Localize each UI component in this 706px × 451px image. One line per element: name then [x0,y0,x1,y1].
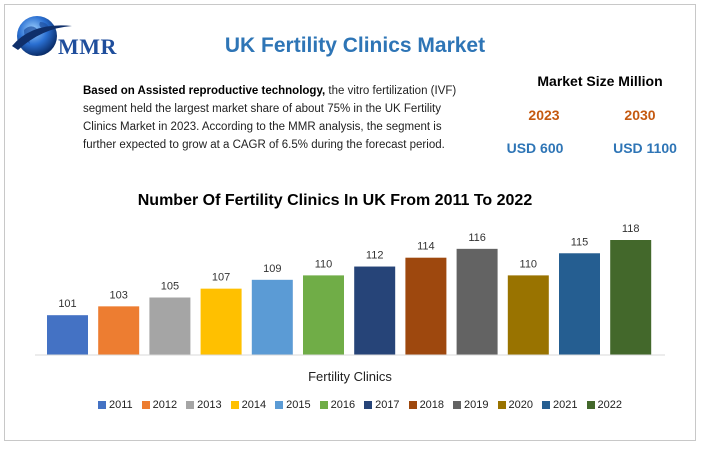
legend-label: 2021 [553,399,578,411]
bar-2016 [303,275,344,355]
legend-swatch [141,401,150,409]
legend-label: 2019 [464,399,489,411]
market-size-year-2030: 2030 [624,107,656,123]
legend-swatch [453,401,462,409]
market-size-year-2023: 2023 [528,107,560,123]
legend-item-2021: 2021 [542,399,578,411]
legend-label: 2011 [109,399,133,411]
legend-item-2018: 2018 [408,399,445,411]
data-label-2020: 110 [520,258,538,270]
legend-item-2012: 2012 [141,399,178,411]
legend-label: 2015 [286,399,311,411]
bar-2014 [200,288,242,355]
data-label-2019: 116 [468,232,486,244]
bar-2015 [251,279,293,355]
legend-item-2019: 2019 [453,399,489,411]
bar-2020 [507,275,549,355]
chart-legend: 2011 2012 2013 2014 2015 2016 2017 2018 2019 2020… [40,399,680,411]
legend-item-2020: 2020 [497,399,534,411]
legend-item-2016: 2016 [319,399,356,411]
legend-item-2015: 2015 [275,399,311,411]
legend-label: 2016 [330,399,356,411]
legend-label: 2017 [375,399,400,411]
description-body: the vitro fertilization (IVF) segment he… [83,85,457,151]
legend-swatch [497,401,506,409]
legend-swatch [542,401,551,409]
legend-swatch [586,401,595,409]
chart-title: Number Of Fertility Clinics In UK From 2… [137,192,533,209]
bar-2013 [149,297,191,355]
data-label-2012: 103 [110,289,128,301]
data-label-2013: 105 [161,281,179,293]
data-label-2014: 107 [212,272,230,284]
legend-label: 2022 [597,399,622,411]
bar-2011 [47,315,88,355]
legend-swatch [230,401,239,409]
bar-2019 [456,248,498,355]
legend-swatch [364,401,373,409]
legend-item-2011: 2011 [98,399,133,411]
data-label-2022: 118 [622,223,640,235]
legend-swatch [98,401,106,409]
page-title: UK Fertility Clinics Market [224,34,486,57]
legend-item-2017: 2017 [364,399,400,411]
market-size-value-2030: USD 1100 [613,140,677,156]
data-label-2018: 114 [417,241,435,253]
bar-2021 [559,253,600,355]
description-paragraph: Based on Assisted reproductive technolog… [83,82,463,154]
data-label-2021: 115 [571,236,589,248]
logo-text: MMR [58,34,117,59]
description-bold-lead: Based on Assisted reproductive technolog… [83,85,326,97]
bar-2012 [98,306,140,355]
bar-2017 [354,266,396,355]
data-label-2017: 112 [366,250,384,262]
market-size-title: Market Size Million [537,73,663,89]
legend-swatch [408,401,417,409]
legend-label: 2012 [152,399,178,411]
legend-label: 2020 [508,399,534,411]
legend-swatch [275,401,284,409]
legend-label: 2013 [197,399,222,411]
legend-swatch [319,401,328,409]
x-axis-label: Fertility Clinics [308,369,392,384]
legend-label: 2018 [419,399,445,411]
legend-label: 2014 [241,399,267,411]
data-label-2016: 110 [315,258,333,270]
legend-swatch [186,401,195,409]
legend-item-2014: 2014 [230,399,267,411]
bar-2018 [405,257,447,355]
bar-2022 [610,240,652,355]
legend-item-2013: 2013 [186,399,222,411]
market-size-value-2023: USD 600 [506,140,564,156]
legend-item-2022: 2022 [586,399,622,411]
infographic-frame [4,4,696,441]
data-label-2015: 109 [263,263,281,275]
data-label-2011: 101 [58,298,76,310]
mmr-logo [12,16,72,56]
